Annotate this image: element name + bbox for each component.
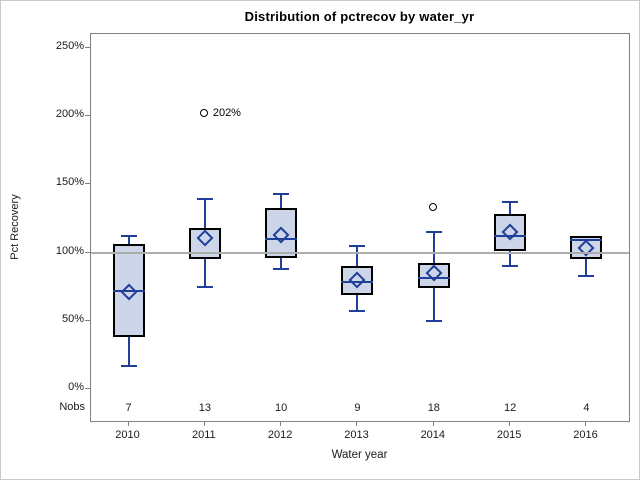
x-tick-label-2011: 2011	[192, 429, 216, 441]
x-tick-label-2016: 2016	[573, 429, 598, 441]
nobs-value-2010: 7	[125, 402, 132, 414]
lower-whisker-stem	[509, 251, 512, 267]
box-2014	[417, 263, 450, 288]
median-2015	[494, 235, 527, 238]
lower-whisker-stem	[127, 336, 130, 366]
y-tick-mark	[85, 251, 90, 253]
lower-whisker-cap	[196, 285, 213, 288]
nobs-value-2012: 10	[275, 402, 288, 414]
y-tick-mark	[85, 183, 90, 185]
x-tick-mark	[356, 421, 358, 426]
nobs-value-2013: 9	[354, 402, 361, 414]
lower-whisker-cap	[349, 310, 366, 313]
y-tick-label: 150%	[55, 176, 84, 189]
upper-whisker-stem	[280, 193, 283, 208]
reference-line-100pct	[91, 251, 629, 254]
upper-whisker-cap	[502, 201, 519, 204]
nobs-value-2014: 18	[427, 402, 440, 414]
lower-whisker-cap	[578, 274, 595, 277]
nobs-value-2015: 12	[504, 402, 517, 414]
upper-whisker-cap	[349, 244, 366, 247]
nobs-value-2016: 4	[583, 402, 590, 414]
nobs-value-2011: 13	[198, 402, 211, 414]
x-axis-title: Water year	[331, 449, 388, 461]
upper-whisker-cap	[196, 198, 213, 201]
nobs-row-label: Nobs	[59, 401, 85, 413]
lower-whisker-stem	[280, 257, 283, 269]
lower-whisker-stem	[585, 259, 588, 276]
lower-whisker-cap	[120, 364, 137, 367]
x-tick-mark	[509, 421, 511, 426]
y-tick-label: 250%	[55, 40, 84, 53]
outlier-point	[429, 203, 438, 212]
x-tick-mark	[280, 421, 282, 426]
lower-whisker-stem	[356, 294, 359, 312]
lower-whisker-cap	[425, 319, 442, 322]
x-tick-mark	[585, 421, 587, 426]
y-tick-label: 0%	[68, 380, 84, 393]
median-2012	[265, 237, 298, 240]
upper-whisker-cap	[120, 235, 137, 238]
upper-whisker-stem	[127, 236, 130, 245]
median-2016	[570, 239, 603, 242]
box-2012	[265, 207, 298, 258]
y-tick-label: 50%	[61, 312, 84, 325]
lower-whisker-cap	[502, 265, 519, 268]
y-tick-mark	[85, 47, 90, 49]
y-tick-label: 200%	[55, 108, 84, 121]
x-tick-mark	[432, 421, 434, 426]
box-2013	[341, 266, 374, 295]
x-tick-label-2014: 2014	[420, 429, 446, 441]
plot-area: 7 202% 13 10 9 18 12 4	[90, 33, 630, 422]
upper-whisker-stem	[203, 199, 206, 229]
median-2013	[341, 281, 374, 284]
x-tick-mark	[203, 421, 205, 426]
median-2014	[417, 277, 450, 280]
lower-whisker-cap	[273, 267, 290, 270]
chart-title: Distribution of pctrecov by water_yr	[244, 9, 475, 24]
x-tick-label-2010: 2010	[115, 429, 140, 441]
box-2016	[570, 236, 603, 260]
y-tick-label: 100%	[55, 244, 84, 257]
y-tick-mark	[85, 319, 90, 321]
median-2010	[112, 289, 145, 292]
upper-whisker-cap	[273, 192, 290, 195]
lower-whisker-stem	[432, 287, 435, 321]
upper-whisker-stem	[356, 245, 359, 267]
outlier-label: 202%	[212, 106, 241, 119]
box-2015	[494, 214, 527, 252]
x-tick-label-2015: 2015	[496, 429, 522, 441]
y-tick-mark	[85, 387, 90, 389]
outlier-point	[200, 109, 209, 118]
upper-whisker-stem	[432, 232, 435, 264]
y-axis-title: Pct Recovery	[9, 194, 21, 260]
x-tick-label-2012: 2012	[267, 429, 293, 441]
lower-whisker-stem	[203, 259, 206, 287]
x-tick-mark	[127, 421, 129, 426]
y-tick-mark	[85, 115, 90, 117]
box-2011	[188, 228, 221, 260]
x-tick-label-2013: 2013	[344, 429, 369, 441]
upper-whisker-stem	[509, 202, 512, 215]
upper-whisker-cap	[425, 231, 442, 234]
